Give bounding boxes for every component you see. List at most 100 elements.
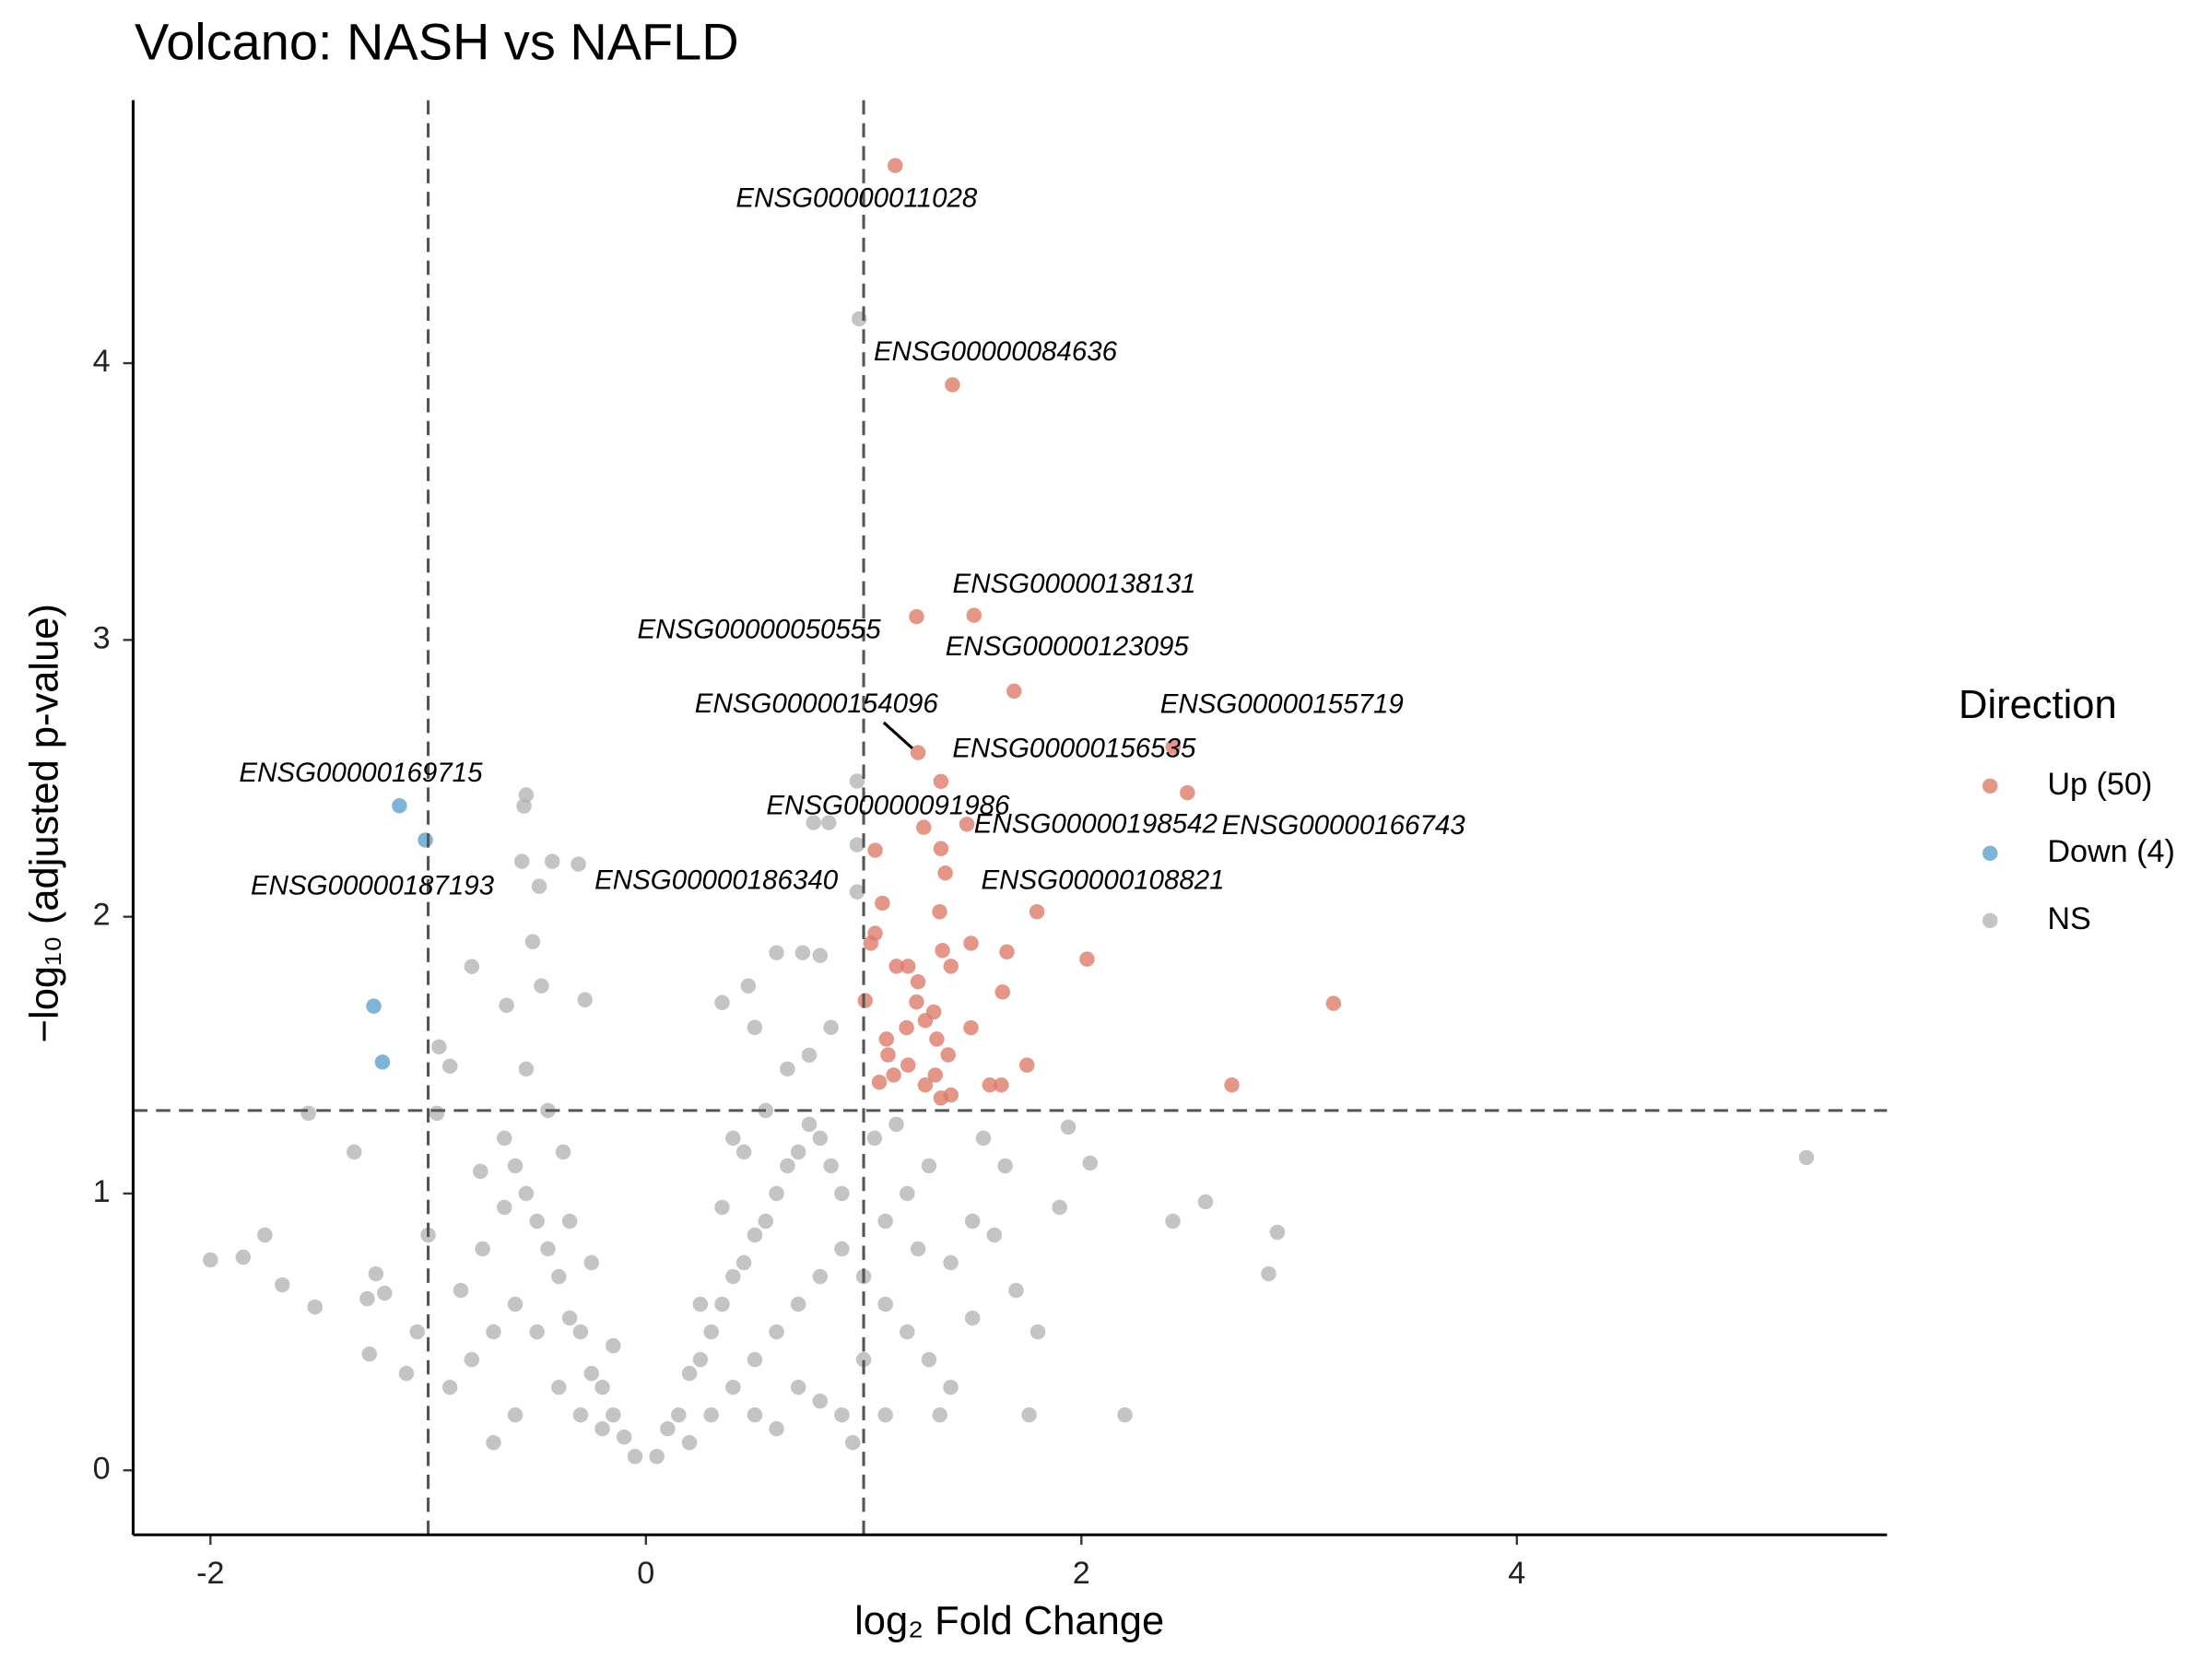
- point: [982, 1077, 998, 1093]
- point: [347, 1144, 362, 1160]
- point: [513, 853, 530, 869]
- point-label: ENSG00000166743: [1222, 810, 1466, 841]
- point: [359, 1290, 375, 1307]
- point: [878, 1031, 895, 1047]
- point: [910, 973, 926, 990]
- point: [307, 1299, 323, 1315]
- point: [943, 1379, 959, 1395]
- point: [801, 1116, 818, 1133]
- point: [909, 608, 924, 625]
- point-label: ENSG00000155719: [1160, 688, 1404, 719]
- point: [790, 1296, 806, 1312]
- point: [867, 842, 883, 858]
- point: [606, 1406, 621, 1423]
- point: [551, 1379, 567, 1395]
- point: [812, 1268, 829, 1285]
- point: [507, 1406, 524, 1423]
- point: [877, 1213, 893, 1230]
- point: [933, 773, 949, 790]
- point: [910, 1241, 926, 1257]
- point: [368, 1265, 384, 1282]
- point: [1165, 739, 1181, 755]
- point: [594, 1379, 610, 1395]
- point: [275, 1277, 290, 1293]
- point: [507, 1296, 524, 1312]
- y-tick-label: 0: [93, 1451, 111, 1486]
- point: [935, 943, 950, 959]
- point: [1021, 1406, 1037, 1423]
- point: [583, 1254, 599, 1271]
- point: [1269, 1224, 1286, 1241]
- point: [714, 994, 730, 1010]
- point: [812, 1393, 829, 1409]
- point: [877, 1406, 893, 1423]
- x-axis-title: log₂ Fold Change: [854, 1599, 1164, 1643]
- point: [806, 815, 821, 830]
- point: [1261, 1265, 1277, 1282]
- point: [671, 1406, 687, 1423]
- point: [431, 1039, 447, 1055]
- point: [801, 1047, 818, 1064]
- point: [1325, 995, 1342, 1011]
- point: [747, 1019, 763, 1036]
- point: [937, 865, 953, 881]
- point: [518, 1185, 535, 1202]
- point: [863, 935, 879, 951]
- point-label: ENSG00000011028: [735, 183, 977, 214]
- point: [929, 1031, 945, 1047]
- point: [516, 798, 532, 814]
- point: [660, 1420, 676, 1437]
- point: [1798, 1149, 1815, 1166]
- point: [572, 1406, 589, 1423]
- point: [361, 1346, 378, 1362]
- point: [849, 884, 865, 900]
- point: [877, 1296, 893, 1312]
- x-tick-label: 4: [1508, 1556, 1525, 1591]
- point: [964, 1213, 981, 1230]
- point: [441, 1379, 458, 1395]
- point: [692, 1296, 709, 1312]
- point: [453, 1282, 469, 1299]
- point: [714, 1199, 730, 1216]
- point: [429, 1105, 445, 1122]
- chart-title: Volcano: NASH vs NAFLD: [135, 12, 739, 70]
- point: [917, 1013, 934, 1029]
- x-tick-label: -2: [196, 1556, 224, 1591]
- point: [540, 1241, 556, 1257]
- point: [812, 1130, 829, 1147]
- point: [986, 1227, 1003, 1243]
- point: [823, 1019, 839, 1036]
- point: [747, 1351, 763, 1368]
- point: [1029, 904, 1045, 920]
- point: [997, 1158, 1013, 1174]
- point: [735, 1144, 752, 1160]
- point: [921, 1158, 937, 1174]
- point: [916, 819, 932, 835]
- point: [794, 945, 811, 960]
- point: [497, 1199, 512, 1216]
- point: [572, 1324, 589, 1340]
- point-label: ENSG00000091986: [766, 791, 1010, 821]
- point: [945, 377, 960, 393]
- point: [963, 1019, 979, 1036]
- point: [959, 817, 975, 832]
- point: [940, 1047, 956, 1063]
- point: [790, 1379, 806, 1395]
- point: [888, 1116, 904, 1133]
- point: [821, 815, 837, 830]
- point: [464, 1351, 480, 1368]
- point: [703, 1406, 719, 1423]
- point-label: ENSG00000108821: [982, 865, 1225, 895]
- point: [374, 1054, 391, 1070]
- point: [769, 1324, 784, 1340]
- point: [834, 1241, 850, 1257]
- point: [994, 984, 1011, 1000]
- point: [577, 992, 593, 1007]
- point: [875, 895, 890, 912]
- point: [900, 1057, 916, 1073]
- point: [849, 773, 865, 789]
- point: [1180, 784, 1195, 801]
- point: [398, 1365, 415, 1382]
